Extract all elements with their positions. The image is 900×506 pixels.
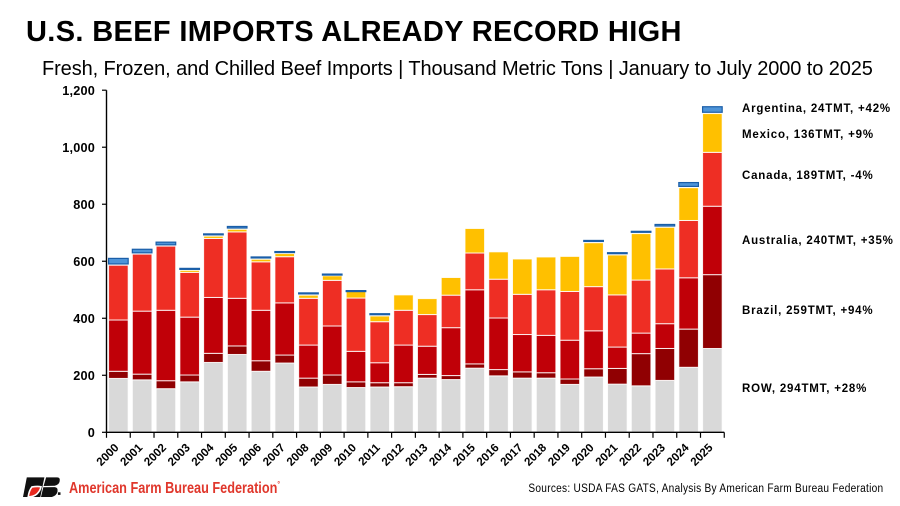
svg-text:2021: 2021 <box>593 441 621 469</box>
svg-text:2000: 2000 <box>94 441 121 468</box>
svg-text:2020: 2020 <box>569 441 596 468</box>
svg-text:2013: 2013 <box>403 441 431 469</box>
svg-text:2019: 2019 <box>546 441 574 469</box>
svg-text:2012: 2012 <box>379 441 406 468</box>
svg-text:2010: 2010 <box>332 441 359 468</box>
svg-text:2011: 2011 <box>356 441 383 468</box>
svg-text:2022: 2022 <box>617 441 644 468</box>
svg-text:2025: 2025 <box>688 441 716 469</box>
svg-text:2001: 2001 <box>118 441 146 469</box>
svg-text:2008: 2008 <box>284 441 312 469</box>
svg-text:2006: 2006 <box>237 441 265 469</box>
svg-text:2003: 2003 <box>165 441 193 469</box>
svg-text:2002: 2002 <box>142 441 169 468</box>
svg-text:2004: 2004 <box>189 441 217 469</box>
svg-text:2005: 2005 <box>213 441 241 469</box>
svg-text:2015: 2015 <box>450 441 478 469</box>
svg-text:2017: 2017 <box>498 441 525 468</box>
svg-text:2016: 2016 <box>474 441 502 469</box>
svg-text:2024: 2024 <box>664 441 692 469</box>
svg-text:2009: 2009 <box>308 441 336 469</box>
svg-text:2023: 2023 <box>641 441 669 469</box>
svg-text:2014: 2014 <box>427 441 455 469</box>
svg-text:2007: 2007 <box>260 441 287 468</box>
svg-text:2018: 2018 <box>522 441 550 469</box>
